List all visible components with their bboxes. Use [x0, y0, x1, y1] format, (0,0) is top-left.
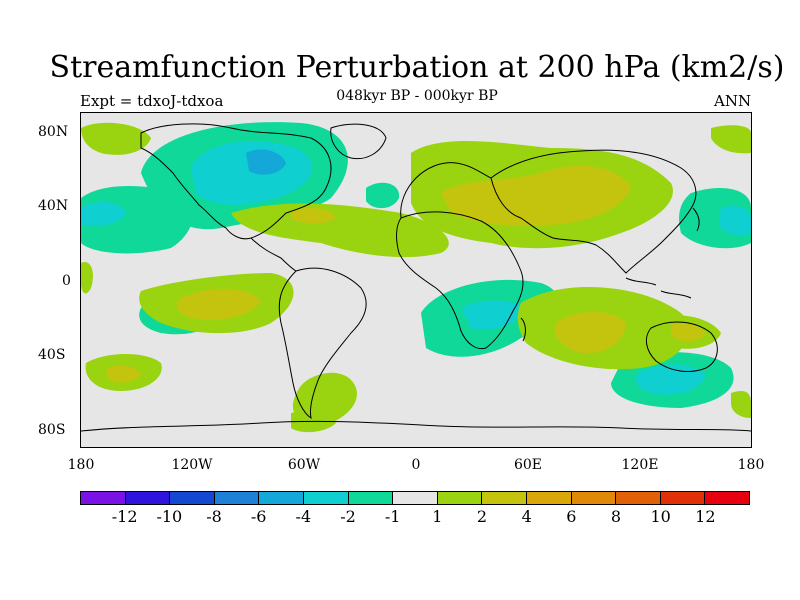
coast-antarctica [81, 420, 751, 432]
colorbar-label: -2 [340, 507, 356, 526]
colorbar-label: 10 [650, 507, 671, 526]
lon-tick-120e: 120E [621, 457, 659, 473]
region-pos-tropical-pacific-core [176, 288, 261, 320]
coast-asia [490, 149, 697, 274]
region-pos-indian-core [554, 311, 626, 354]
lon-tick-60e: 60E [513, 457, 543, 473]
coast-maritime-continent [625, 277, 692, 299]
colorbar-swatch [616, 492, 661, 504]
colorbar [80, 491, 750, 505]
region-neg-north-america-core [191, 140, 313, 205]
coast-south-america [278, 267, 367, 420]
region-neg-north-america-inner [246, 149, 286, 175]
lon-tick-180e: 180 [737, 457, 765, 473]
contour-map [81, 122, 751, 433]
coast-africa [396, 211, 524, 350]
colorbar-label: -10 [156, 507, 183, 526]
coast-europe [400, 162, 492, 219]
region-pos-atlantic-core [291, 208, 336, 224]
colorbar-label: 12 [695, 507, 716, 526]
colorbar-swatch [660, 492, 706, 504]
lon-tick-120w: 120W [171, 457, 213, 473]
colorbar-label: 1 [432, 507, 443, 526]
colorbar-swatch [259, 492, 304, 504]
region-pos-greenland [81, 122, 151, 155]
region-neg-west-pacific-core [719, 206, 751, 236]
region-neg-south-africa-core [461, 300, 526, 330]
coastlines [81, 123, 751, 432]
region-pos-south-pacific-core [106, 365, 141, 383]
colorbar-label: 2 [476, 507, 488, 526]
colorbar-label: -8 [206, 507, 222, 526]
region-neg-atlantic-mid [366, 182, 400, 209]
time-range-label: 048kyr BP - 000kyr BP [336, 88, 498, 104]
lon-tick-60w: 60W [287, 457, 321, 473]
colorbar-label: -1 [384, 507, 401, 526]
colorbar-label: 6 [566, 507, 577, 526]
colorbar-swatch [125, 492, 171, 504]
colorbar-label: -4 [295, 507, 312, 526]
region-pos-east-indian-south [731, 391, 751, 418]
lat-tick-40s: 40S [38, 347, 66, 363]
colorbar-swatch [170, 492, 215, 504]
season-label: ANN [714, 92, 752, 110]
lat-tick-80s: 80S [38, 422, 66, 438]
lat-tick-0: 0 [62, 273, 71, 289]
colorbar-label: -12 [111, 507, 138, 526]
region-pos-atlantic-north [231, 203, 449, 258]
coast-japan [692, 207, 700, 232]
region-pos-south-america-west [81, 262, 93, 294]
lat-tick-80n: 80N [38, 124, 69, 140]
colorbar-label: -6 [250, 507, 267, 526]
colorbar-swatch [81, 492, 126, 504]
lon-tick-180w: 180 [67, 457, 95, 473]
colorbar-swatch [705, 492, 749, 504]
colorbar-swatch [303, 492, 349, 504]
region-pos-north-pacific-east [711, 125, 751, 154]
colorbar-swatch [393, 492, 438, 504]
region-pos-australia-east-core [671, 323, 706, 341]
region-pos-eurasia-core [441, 165, 631, 226]
coast-australia [645, 321, 718, 372]
colorbar-swatch [437, 492, 483, 504]
lon-tick-0: 0 [411, 457, 421, 473]
coast-central-america [250, 237, 297, 272]
colorbar-swatch [526, 492, 572, 504]
colorbar-label: 4 [521, 507, 532, 526]
colorbar-label: 8 [610, 507, 622, 526]
coast-madagascar [520, 317, 526, 342]
experiment-label: Expt = tdxoJ-tdxoa [80, 92, 224, 110]
colorbar-swatch [214, 492, 260, 504]
map-title: Streamfunction Perturbation at 200 hPa (… [49, 50, 785, 85]
colorbar-swatch [571, 492, 617, 504]
map-plot-area [80, 112, 752, 448]
lat-tick-40n: 40N [38, 198, 69, 214]
coast-greenland [330, 123, 387, 160]
colorbar-swatch [482, 492, 527, 504]
colorbar-swatch [348, 492, 394, 504]
region-neg-south-indian-core [635, 364, 706, 395]
coast-north-america [140, 123, 332, 240]
region-neg-north-pacific-core [81, 201, 126, 227]
